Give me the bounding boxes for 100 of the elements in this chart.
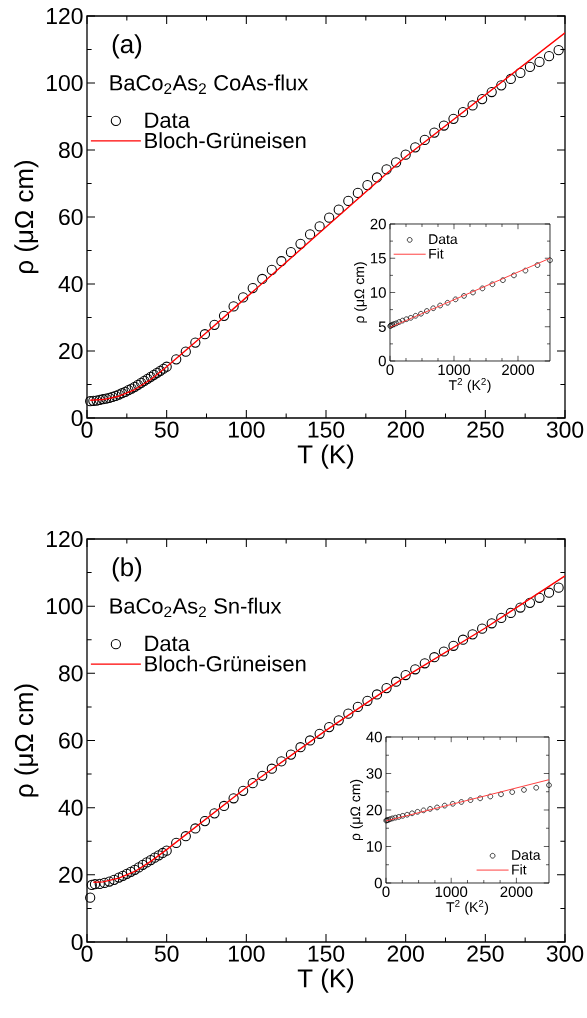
legend-label: Data	[512, 850, 541, 860]
y-tick-label: 100	[46, 74, 83, 92]
point	[479, 285, 485, 292]
x-tick-label: 50	[154, 421, 179, 438]
y-tick-label: 20	[58, 342, 83, 360]
point	[420, 807, 427, 814]
x-tick-label: 50	[154, 945, 179, 962]
point	[520, 787, 527, 793]
point	[489, 281, 495, 288]
x-tick-label: 1000	[435, 886, 468, 898]
x-tick-label: 300	[546, 421, 584, 438]
x-tick-label: 100	[228, 945, 265, 962]
y-tick-label: 20	[366, 804, 382, 816]
point	[547, 257, 553, 264]
x-axis-title: T$^{2}$ (K$^{2}$)	[448, 377, 491, 393]
y-tick-label: 120	[46, 7, 83, 25]
point	[444, 299, 451, 306]
legend-label: Data	[429, 234, 458, 245]
point	[437, 302, 443, 309]
y-tick-label: 80	[58, 141, 83, 159]
legend-title: BaCo$_{2}$As$_{2}$ Sn-flux	[110, 597, 282, 618]
point	[546, 782, 552, 788]
point	[477, 795, 483, 802]
point	[487, 793, 493, 800]
y-tick-label: 0	[378, 355, 386, 367]
x-axis-title: T (K)	[297, 968, 353, 993]
y-axis-title: ρ (μΩ cm)	[14, 161, 39, 273]
point	[423, 308, 430, 314]
legend-title: BaCo$_{2}$As$_{2}$ CoAs-flux	[110, 74, 308, 94]
point	[522, 267, 528, 274]
y-axis-title: ρ (μΩ cm)	[353, 262, 367, 323]
x-axis-title: T (K)	[297, 444, 353, 469]
y-tick-label: 0	[71, 933, 83, 951]
legend-label: Data	[145, 112, 190, 128]
y-tick-label: 40	[58, 799, 83, 816]
point	[409, 810, 415, 817]
y-tick-label: 0	[71, 409, 83, 427]
point	[414, 809, 421, 815]
y-tick-label: 40	[366, 731, 382, 743]
y-tick-label: 15	[370, 253, 386, 264]
point	[441, 802, 448, 809]
legend-label: Bloch-Grüneisen	[145, 132, 306, 149]
x-tick-label: 200	[387, 421, 424, 438]
point	[449, 801, 456, 807]
point	[469, 289, 476, 296]
x-tick-label: 300	[546, 945, 584, 962]
annotation: (a)	[112, 34, 141, 59]
legend-label: Fit	[429, 248, 444, 259]
point	[434, 804, 440, 811]
point	[498, 791, 504, 798]
y-tick-label: 60	[58, 732, 83, 749]
point	[404, 811, 410, 818]
annotation: (b)	[112, 557, 141, 582]
y-tick-label: 100	[46, 598, 83, 615]
x-tick-label: 100	[228, 421, 265, 438]
y-tick-label: 20	[58, 866, 83, 883]
y-tick-label: 10	[366, 841, 382, 852]
point	[399, 813, 406, 819]
x-tick-label: 150	[308, 421, 345, 438]
x-tick-label: 1000	[438, 364, 470, 376]
y-tick-label: 120	[46, 530, 83, 548]
x-tick-label: 0	[386, 364, 394, 376]
point	[430, 305, 436, 312]
point	[395, 814, 402, 820]
x-tick-label: 250	[467, 945, 504, 962]
y-axis-title: ρ (μΩ cm)	[349, 779, 363, 841]
point	[533, 784, 539, 791]
point	[509, 789, 515, 795]
point	[461, 293, 467, 299]
x-tick-label: 200	[387, 945, 424, 962]
point	[412, 313, 419, 319]
x-tick-label: 250	[467, 421, 504, 438]
x-tick-label: 2000	[501, 364, 534, 376]
point	[417, 310, 424, 317]
point	[399, 317, 406, 324]
legend-label: Data	[145, 635, 190, 652]
y-tick-label: 0	[374, 877, 382, 889]
point	[499, 277, 506, 283]
y-tick-label: 40	[58, 275, 83, 293]
legend-label: Fit	[512, 864, 527, 875]
y-tick-label: 30	[366, 768, 382, 779]
y-tick-label: 80	[58, 665, 83, 682]
point	[534, 262, 541, 268]
point	[510, 272, 517, 279]
x-tick-label: 150	[308, 945, 345, 962]
point	[389, 815, 396, 822]
y-axis-title: ρ (μΩ cm)	[14, 684, 39, 797]
point	[452, 296, 459, 303]
legend-label: Bloch-Grüneisen	[145, 655, 306, 672]
y-tick-label: 5	[378, 321, 386, 332]
point	[467, 797, 474, 803]
point	[427, 806, 433, 812]
point	[403, 316, 409, 322]
x-tick-label: 2000	[500, 886, 533, 898]
y-tick-label: 60	[58, 208, 83, 226]
y-tick-label: 20	[370, 218, 386, 230]
point	[407, 315, 414, 321]
x-axis-title: T$^{2}$ (K$^{2}$)	[446, 899, 488, 915]
y-tick-label: 10	[370, 287, 386, 298]
point	[458, 799, 464, 805]
